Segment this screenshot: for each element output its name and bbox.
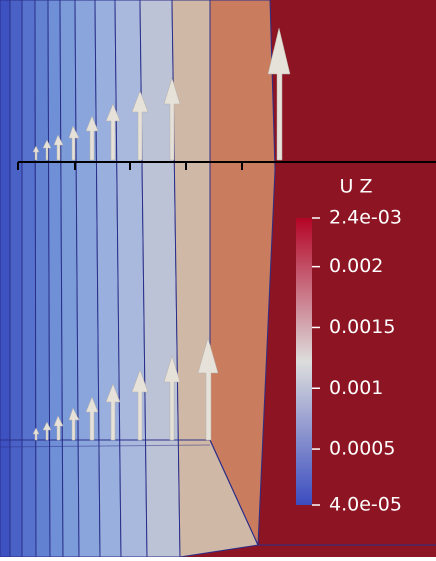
color-bar-tick-label: 0.001: [329, 377, 383, 399]
color-bar-tick-label: 0.002: [329, 255, 383, 277]
color-bar-tick-label: 4.0e-05: [329, 494, 402, 516]
color-bar-title: U Z: [340, 176, 373, 198]
axis-line: [17, 161, 436, 170]
color-bar-tick-label: 0.0015: [329, 316, 395, 338]
color-bar: [296, 218, 312, 505]
glyph-arrows: [32, 27, 291, 441]
color-bar-tick-label: 0.0005: [329, 438, 395, 460]
color-bar-tick-label: 2.4e-03: [329, 207, 402, 229]
